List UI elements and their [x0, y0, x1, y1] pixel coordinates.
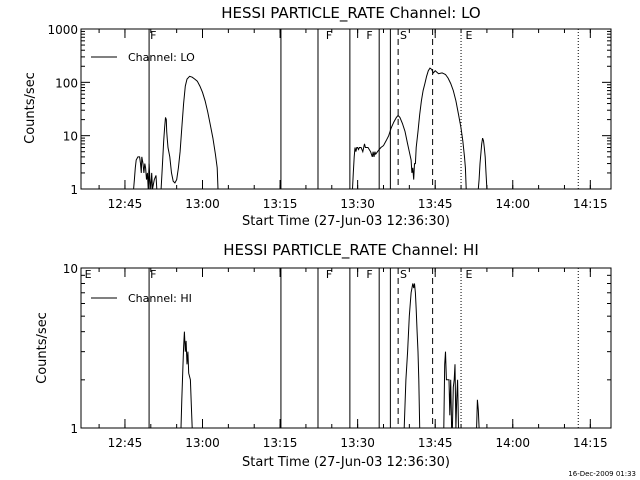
lo-y-axis-label: Counts/sec	[23, 72, 38, 144]
hi-flag-label: F	[366, 268, 372, 281]
lo-chart-title: HESSI PARTICLE_RATE Channel: LO	[221, 4, 480, 23]
lo-series-segment-3	[477, 137, 488, 190]
hi-flag-label: E	[465, 268, 472, 281]
lo-plot-frame	[80, 28, 612, 190]
hi-flag-label: S	[400, 268, 407, 281]
hi-flag-label: F	[150, 268, 156, 281]
lo-series-segment-1	[160, 75, 219, 190]
hi-series-segment-0	[180, 331, 193, 429]
hi-y-tick-label: 1	[70, 422, 78, 436]
lo-x-tick-label: 13:00	[185, 197, 220, 211]
lo-x-tick-label: 14:15	[573, 197, 608, 211]
hi-channel-panel: HESSI PARTICLE_RATE Channel: HI Start Ti…	[35, 241, 612, 470]
lo-x-axis-label: Start Time (27-Jun-03 12:36:30)	[242, 214, 450, 229]
hi-x-tick-label: 13:45	[418, 436, 453, 450]
lo-y-tick-label: 100	[55, 76, 78, 90]
lo-x-tick-label: 13:15	[263, 197, 298, 211]
lo-x-tick-label: 13:45	[418, 197, 453, 211]
hi-x-tick-label: 12:45	[108, 436, 143, 450]
timestamp-stamp: 16-Dec-2009 01:33	[568, 470, 636, 478]
hi-x-tick-label: 13:15	[263, 436, 298, 450]
hi-x-axis-label: Start Time (27-Jun-03 12:36:30)	[242, 455, 450, 470]
hi-x-tick-label: 14:00	[495, 436, 530, 450]
lo-series-segment-2	[352, 67, 467, 190]
hi-series-segment-2	[443, 351, 459, 429]
hi-x-tick-label: 13:00	[185, 436, 220, 450]
lo-flag-label: F	[326, 29, 332, 42]
lo-y-tick-label: 1000	[47, 23, 78, 37]
lo-legend-label: Channel: LO	[128, 51, 195, 64]
lo-x-tick-label: 14:00	[495, 197, 530, 211]
hi-chart-title: HESSI PARTICLE_RATE Channel: HI	[223, 241, 479, 260]
hi-x-tick-label: 14:15	[573, 436, 608, 450]
lo-flag-label: F	[150, 29, 156, 42]
hi-y-axis-label: Counts/sec	[35, 312, 50, 384]
lo-channel-panel: HESSI PARTICLE_RATE Channel: LO Start Ti…	[23, 4, 612, 229]
lo-flag-label: E	[465, 29, 472, 42]
hi-legend-label: Channel: HI	[128, 292, 192, 305]
hi-y-tick-label: 10	[63, 262, 78, 276]
hi-x-tick-label: 13:30	[340, 436, 375, 450]
lo-y-tick-label: 1	[70, 183, 78, 197]
lo-flag-label: F	[366, 29, 372, 42]
lo-series-segment-0	[133, 156, 158, 190]
hi-plot-frame	[80, 267, 612, 429]
hi-series-segment-3	[476, 399, 480, 429]
lo-y-tick-label: 10	[63, 130, 78, 144]
lo-x-tick-label: 13:30	[340, 197, 375, 211]
lo-flag-label: S	[400, 29, 407, 42]
hi-flag-label: F	[326, 268, 332, 281]
lo-x-tick-label: 12:45	[108, 197, 143, 211]
hi-series-segment-1	[403, 283, 421, 429]
hi-flag-label: E	[85, 268, 92, 281]
